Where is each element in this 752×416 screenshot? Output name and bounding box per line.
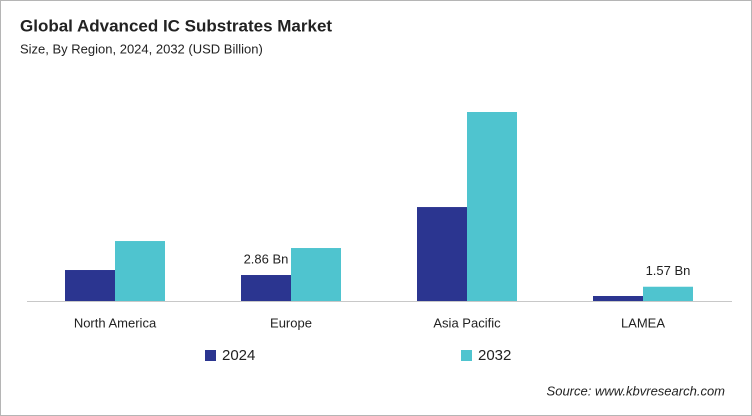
bar bbox=[467, 112, 517, 301]
x-tick-label: North America bbox=[74, 315, 157, 330]
bar bbox=[241, 275, 291, 301]
legend-label: 2024 bbox=[222, 347, 255, 364]
x-tick-label: LAMEA bbox=[621, 315, 665, 330]
bar bbox=[593, 296, 643, 301]
data-label: 2.86 Bn bbox=[244, 251, 289, 266]
bar bbox=[115, 241, 165, 301]
legend-swatch bbox=[205, 350, 216, 361]
chart-subtitle: Size, By Region, 2024, 2032 (USD Billion… bbox=[20, 41, 263, 56]
x-tick-label: Asia Pacific bbox=[433, 315, 501, 330]
source: Source: www.kbvresearch.com bbox=[547, 383, 726, 398]
x-tick-label: Europe bbox=[270, 315, 312, 330]
bar bbox=[291, 248, 341, 301]
legend-swatch bbox=[461, 350, 472, 361]
legend-label: 2032 bbox=[478, 347, 511, 364]
chart-title: Global Advanced IC Substrates Market bbox=[20, 16, 332, 35]
bar bbox=[65, 270, 115, 301]
data-label: 1.57 Bn bbox=[646, 263, 691, 278]
bar bbox=[417, 207, 467, 301]
bar bbox=[643, 286, 693, 301]
